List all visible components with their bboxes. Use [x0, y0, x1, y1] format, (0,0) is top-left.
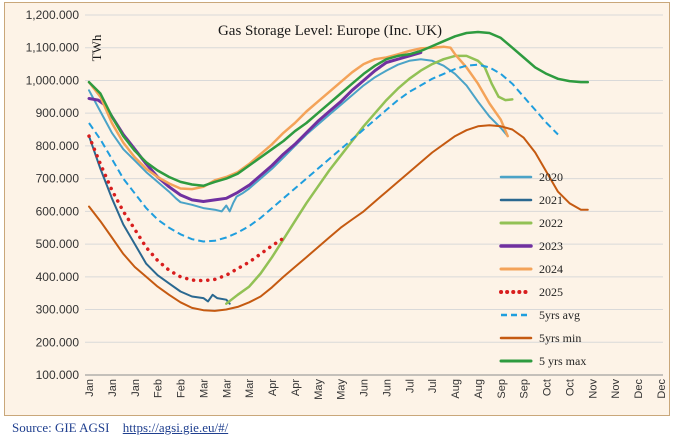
source-label: Source: GIE AGSI [12, 420, 110, 435]
y-tick-label: 700.000 [36, 172, 80, 186]
legend-label: 2022 [539, 216, 563, 230]
series-line-2023 [87, 51, 423, 203]
x-tick-label: Sep [519, 379, 531, 399]
y-tick-label: 900.000 [36, 106, 80, 120]
x-tick-label: Jul [404, 379, 416, 393]
x-tick-label: Nov [587, 379, 599, 399]
x-tick-label: Mar [198, 379, 210, 398]
y-tick-label: 100.000 [36, 368, 80, 382]
legend-label: 2024 [539, 262, 563, 276]
x-tick-label: Dec [656, 379, 668, 399]
x-tick-label: May [313, 379, 325, 400]
y-tick-label: 400.000 [36, 270, 80, 284]
series-layer [87, 30, 590, 312]
x-tick-label: Jan [84, 379, 96, 397]
x-tick-label: Sep [496, 379, 508, 399]
legend-label: 2021 [539, 193, 563, 207]
y-tick-label: 300.000 [36, 303, 80, 317]
x-tick-label: Jun [359, 379, 371, 397]
series-line-5yrs-avg [88, 63, 559, 243]
x-tick-label: Jan [107, 379, 119, 397]
chart-title: Gas Storage Level: Europe (Inc. UK) [218, 23, 442, 39]
series-line-2025 [87, 134, 286, 283]
source-link[interactable]: https://agsi.gie.eu/#/ [122, 420, 229, 435]
x-tick-label: Dec [633, 379, 645, 399]
x-tick-label: Feb [153, 379, 165, 398]
series-line-2020 [88, 58, 509, 213]
y-axis-label: TWh [89, 34, 104, 61]
axis-layer: 100.000 200.000 300.000 400.000 500.000 600.0… [26, 8, 668, 400]
x-tick-label: Mar [221, 379, 233, 398]
x-tick-label: May [336, 379, 348, 400]
source-line: Source: GIE AGSI https://agsi.gie.eu/#/ [12, 420, 228, 436]
x-tick-label: Nov [610, 379, 622, 399]
legend-label: 5yrs min [539, 331, 581, 345]
y-tick-label: 600.000 [36, 204, 80, 218]
x-tick-label: Feb [176, 379, 188, 398]
x-tick-label: Apr [267, 379, 279, 396]
legend-label: 2023 [539, 239, 563, 253]
chart-frame: 100.000 200.000 300.000 400.000 500.000 600.0… [4, 2, 670, 416]
x-tick-label: Jul [427, 379, 439, 393]
y-tick-label: 800.000 [36, 139, 80, 153]
y-tick-label: 1,200.000 [26, 8, 80, 22]
series-line-2024 [87, 45, 509, 191]
legend-label: 5 yrs max [539, 354, 586, 368]
legend-label: 2020 [539, 170, 563, 184]
y-tick-label: 500.000 [36, 237, 80, 251]
legend-label: 5yrs avg [539, 308, 580, 322]
x-tick-label: Jun [381, 379, 393, 397]
y-tick-label: 200.000 [36, 335, 80, 349]
x-tick-label: Apr [290, 379, 302, 396]
x-tick-label: Mar [244, 379, 256, 398]
series-line-5yrs-min [88, 124, 589, 312]
y-tick-label: 1,000.000 [26, 73, 80, 87]
series-line-5-yrs-max [87, 30, 590, 188]
x-tick-label: Aug [450, 379, 462, 399]
series-line-2022 [225, 54, 514, 305]
chart-svg: 100.000 200.000 300.000 400.000 500.000 600.0… [26, 8, 668, 400]
x-tick-label: Aug [473, 379, 485, 399]
series-line-2021 [88, 135, 231, 305]
legend-label: 2025 [539, 285, 563, 299]
x-tick-label: Oct [542, 379, 554, 396]
x-tick-label: Oct [564, 379, 576, 396]
y-tick-label: 1,100.000 [26, 41, 80, 55]
x-tick-label: Jan [130, 379, 142, 397]
legend: 2020 2021 2022 2023 2024 2025 5yrs avg 5yrs min… [499, 170, 586, 368]
